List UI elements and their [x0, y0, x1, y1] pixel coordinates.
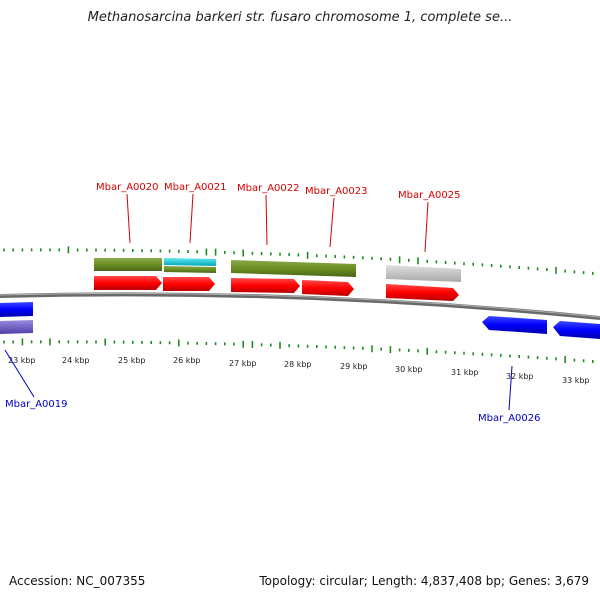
cds-arrow-mbar-a0025[interactable]: [386, 284, 459, 301]
gene-label-mbar-a0022[interactable]: Mbar_A0022: [237, 183, 300, 194]
scale-tick-25kbp: 25 kbp: [118, 356, 146, 365]
scale-tick-31kbp: 31 kbp: [451, 368, 479, 377]
cds-arrow-next[interactable]: [553, 321, 600, 339]
scale-tick-24kbp: 24 kbp: [62, 356, 90, 365]
cog-bar-mbar-a0019[interactable]: [0, 320, 33, 334]
scale-tick-28kbp: 28 kbp: [284, 360, 312, 369]
gc-content-ticks-bottom: [3, 338, 594, 364]
cog-bar-mbar-a0025[interactable]: [386, 265, 461, 282]
gene-label-mbar-a0019[interactable]: Mbar_A0019: [5, 399, 68, 410]
cds-arrow-mbar-a0023[interactable]: [302, 280, 354, 296]
forward-cds-track: [94, 276, 459, 301]
scale-tick-33kbp: 33 kbp: [562, 376, 590, 385]
cog-bar-mbar-a0022-a0023[interactable]: [231, 260, 356, 277]
cog-bar-mbar-a0021-cyan[interactable]: [164, 258, 216, 266]
cog-bar-mbar-a0021-green[interactable]: [164, 266, 216, 273]
gene-label-mbar-a0026[interactable]: Mbar_A0026: [478, 413, 541, 424]
scale-tick-26kbp: 26 kbp: [173, 356, 201, 365]
scale-tick-30kbp: 30 kbp: [395, 365, 423, 374]
forward-gene-labels: Mbar_A0020 Mbar_A0021 Mbar_A0022 Mbar_A0…: [96, 182, 461, 253]
cog-feature-track: [0, 258, 461, 334]
reverse-gene-labels: Mbar_A0019 Mbar_A0026: [4, 349, 541, 424]
reverse-cds-track: [0, 302, 600, 339]
scale-tick-29kbp: 29 kbp: [340, 362, 368, 371]
gene-label-mbar-a0025[interactable]: Mbar_A0025: [398, 190, 461, 201]
scale-tick-23kbp: 23 kbp: [8, 356, 36, 365]
gene-label-mbar-a0023[interactable]: Mbar_A0023: [305, 186, 368, 197]
cog-bar-mbar-a0020[interactable]: [94, 258, 162, 271]
chromosome-backbone: [0, 292, 600, 320]
cds-arrow-mbar-a0021[interactable]: [163, 277, 215, 291]
scale-tick-27kbp: 27 kbp: [229, 359, 257, 368]
cds-arrow-mbar-a0020[interactable]: [94, 276, 162, 290]
gene-label-mbar-a0021[interactable]: Mbar_A0021: [164, 182, 227, 193]
cds-arrow-mbar-a0022[interactable]: [231, 278, 300, 293]
accession-label: Accession: NC_007355: [9, 574, 146, 588]
cds-arrow-mbar-a0026[interactable]: [482, 316, 547, 334]
scale-tick-32kbp: 32 kbp: [506, 372, 534, 381]
map-title: Methanosarcina barkeri str. fusaro chrom…: [87, 10, 513, 25]
gc-content-ticks-top: [3, 246, 594, 275]
gene-label-mbar-a0020[interactable]: Mbar_A0020: [96, 182, 159, 193]
genome-summary: Topology: circular; Length: 4,837,408 bp…: [259, 574, 589, 588]
cds-arrow-mbar-a0019[interactable]: [0, 302, 33, 317]
scale-axis: 23 kbp 24 kbp 25 kbp 26 kbp 27 kbp 28 kb…: [8, 356, 590, 385]
